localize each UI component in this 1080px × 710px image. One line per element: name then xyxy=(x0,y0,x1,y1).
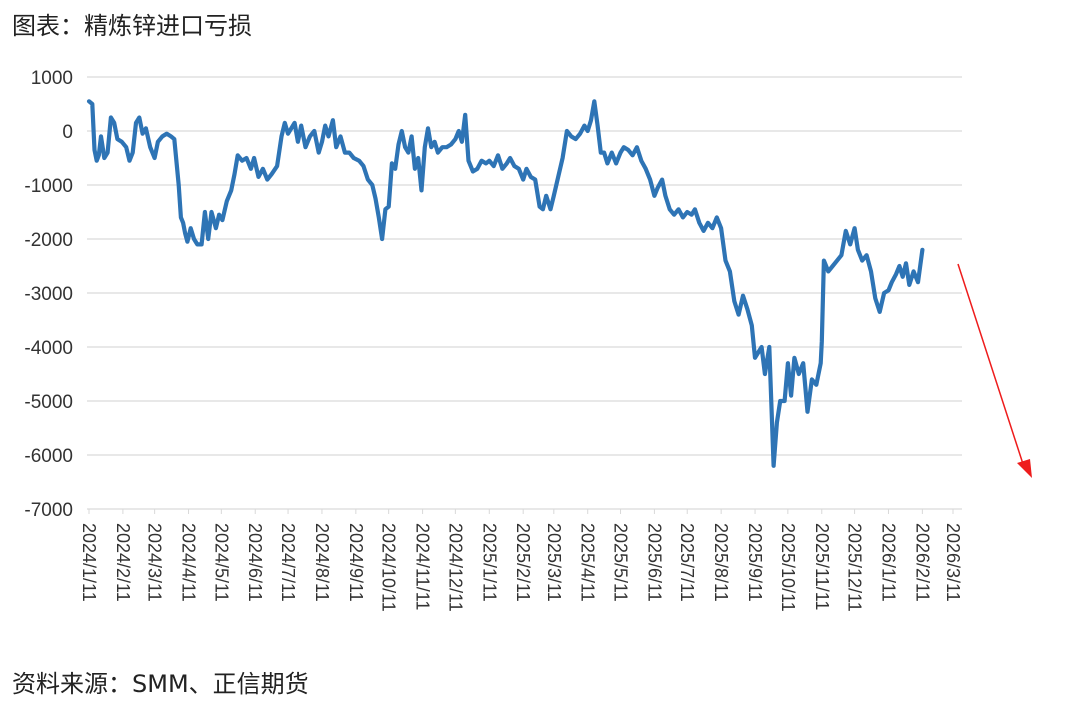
x-tick-label: 2026/2/11 xyxy=(912,523,932,602)
x-tick-label: 2024/8/11 xyxy=(312,523,332,602)
x-tick-label: 2024/4/11 xyxy=(179,523,199,602)
y-tick-label: -5000 xyxy=(24,392,73,413)
x-tick-label: 2025/6/11 xyxy=(644,523,664,602)
x-tick-label: 2024/7/11 xyxy=(278,523,298,602)
x-tick-label: 2024/3/11 xyxy=(145,523,165,602)
x-tick-label: 2025/1/11 xyxy=(479,523,499,602)
x-tick-label: 2026/3/11 xyxy=(943,523,963,602)
x-tick-label: 2025/2/11 xyxy=(513,523,533,602)
x-tick-label: 2026/1/11 xyxy=(878,523,898,602)
x-tick-label: 2025/10/11 xyxy=(778,523,798,612)
x-tick-label: 2025/7/11 xyxy=(677,523,697,602)
y-tick-label: 1000 xyxy=(31,68,73,89)
source-note: 资料来源：SMM、正信期货 xyxy=(12,670,309,698)
y-tick-label: -4000 xyxy=(24,338,73,359)
x-tick-label: 2025/5/11 xyxy=(611,523,631,602)
x-tick-label: 2025/12/11 xyxy=(845,523,865,612)
y-tick-label: -2000 xyxy=(24,230,73,251)
y-tick-label: 0 xyxy=(62,122,73,143)
annotation-arrow-shaft xyxy=(957,263,1024,465)
y-tick-label: -7000 xyxy=(24,500,73,521)
x-tick-label: 2025/8/11 xyxy=(711,523,731,602)
x-tick-label: 2024/1/11 xyxy=(79,523,99,602)
x-tick-label: 2024/12/11 xyxy=(445,523,465,612)
x-tick-label: 2025/11/11 xyxy=(812,523,832,610)
x-tick-label: 2025/4/11 xyxy=(578,523,598,602)
y-tick-label: -6000 xyxy=(24,446,73,467)
series-line xyxy=(86,99,925,468)
y-tick-label: -1000 xyxy=(24,176,73,197)
chart-title: 图表：精炼锌进口亏损 xyxy=(12,12,252,40)
x-tick-label: 2025/3/11 xyxy=(544,523,564,602)
x-tick-label: 2024/9/11 xyxy=(346,523,366,602)
x-tick-label: 2025/9/11 xyxy=(745,523,765,602)
x-tick-label: 2024/2/11 xyxy=(113,523,133,602)
x-tick-label: 2024/5/11 xyxy=(211,523,231,602)
x-tick-label: 2024/10/11 xyxy=(379,523,399,612)
x-tick-label: 2024/6/11 xyxy=(245,523,265,602)
x-tick-label: 2024/11/11 xyxy=(413,523,433,610)
y-tick-label: -3000 xyxy=(24,284,73,305)
annotation-arrow-head xyxy=(1017,459,1032,478)
